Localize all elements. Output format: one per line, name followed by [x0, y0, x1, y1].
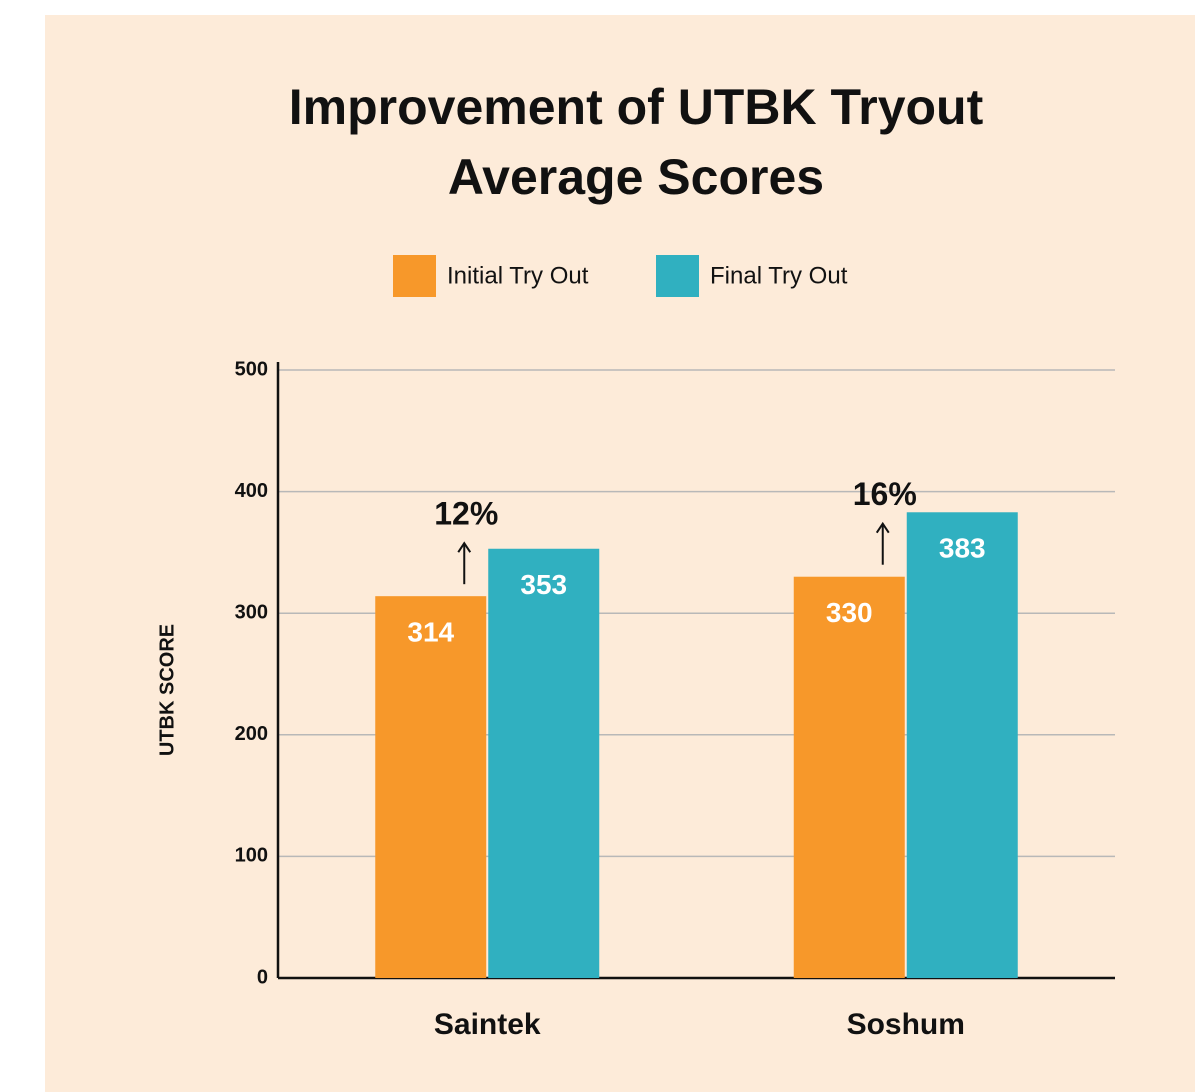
y-tick-label: 0: [257, 966, 268, 988]
legend-label: Initial Try Out: [447, 262, 589, 289]
annotation: 12%: [434, 496, 498, 532]
y-tick-label: 300: [235, 601, 268, 623]
chart-title: Improvement of UTBK Tryout Average Score…: [288, 79, 984, 205]
y-tick-label: 400: [235, 480, 268, 502]
y-tick-label: 200: [235, 723, 268, 745]
x-tick-label: Saintek: [434, 1008, 541, 1041]
annotation: 16%: [853, 476, 917, 512]
bar: [488, 548, 600, 978]
bar: [906, 512, 1018, 978]
annotation-arrowhead: [875, 521, 890, 534]
data-label: 330: [826, 597, 873, 628]
y-tick-label: 100: [235, 845, 268, 867]
legend-label: Final Try Out: [710, 262, 848, 289]
x-tick-label: Soshum: [847, 1008, 965, 1041]
data-label: 353: [520, 569, 567, 600]
data-label: 383: [939, 533, 986, 564]
y-tick-label: 500: [235, 358, 268, 380]
legend-swatch: [656, 255, 699, 297]
bar: [375, 596, 487, 978]
bar: [793, 576, 905, 978]
y-axis-label: UTBK SCORE: [156, 624, 178, 756]
legend-swatch: [393, 255, 436, 297]
annotation-arrowhead: [457, 541, 472, 553]
data-label: 314: [407, 617, 454, 648]
